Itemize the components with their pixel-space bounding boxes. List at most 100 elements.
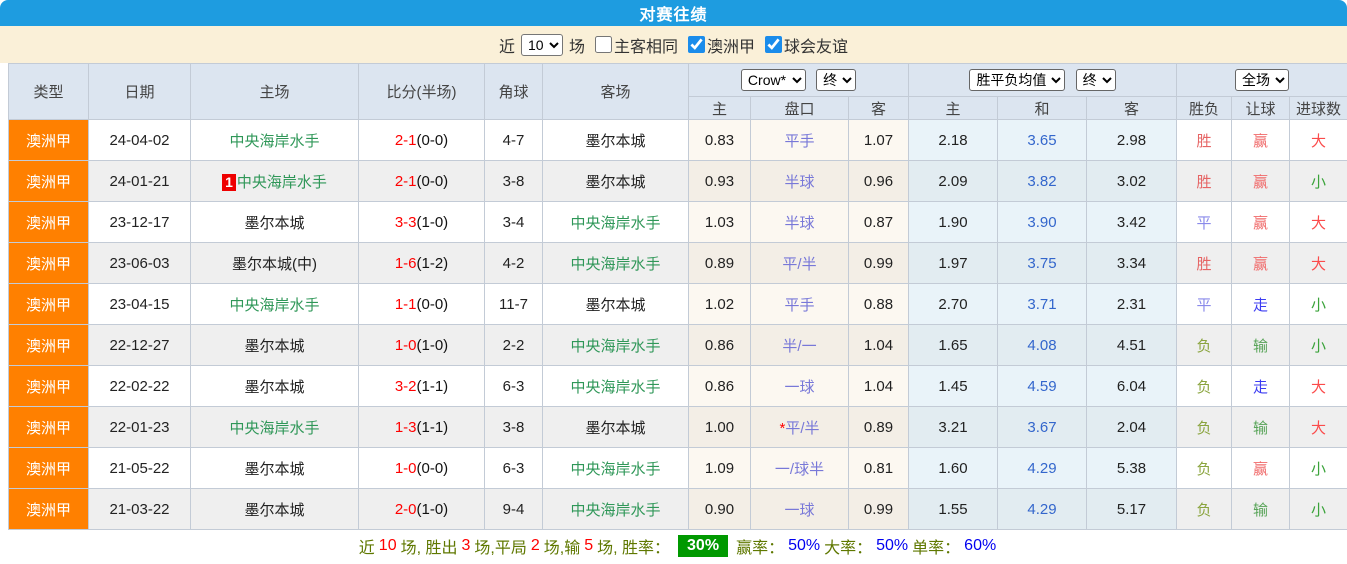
league-checkbox[interactable]: [688, 36, 705, 53]
scope-select[interactable]: 全场: [1235, 69, 1290, 91]
home-team-name: 墨尔本城: [244, 460, 305, 478]
goals-result: 小: [1289, 447, 1347, 489]
friendly-filter-group: 球会友谊: [761, 33, 848, 57]
head-to-head-table: 类型 日期 主场 比分(半场) 角球 客场 Crow* 终 胜平负均值 终: [8, 63, 1347, 530]
handicap-cell: 一/球半: [750, 447, 849, 489]
panel-title: 对赛往绩: [639, 7, 708, 24]
league-type-cell: 澳洲甲: [8, 119, 89, 161]
half-time-score: (0-0): [416, 295, 449, 313]
corner-count: 3-4: [484, 201, 543, 243]
handicap-result: 赢: [1231, 160, 1291, 202]
col-header-score: 比分(半场): [358, 63, 485, 120]
avg-home-odds: 1.65: [908, 324, 999, 366]
handicap-cell: 半球: [750, 160, 849, 202]
scope-group-header: 全场: [1176, 63, 1347, 97]
handicap-line: 一/球半: [774, 460, 825, 478]
avg-draw-odds: 3.82: [997, 160, 1088, 202]
match-date: 23-04-15: [88, 283, 191, 325]
avg-group-header: 胜平负均值 终: [908, 63, 1178, 97]
corner-count: 4-7: [484, 119, 543, 161]
same-venue-checkbox[interactable]: [594, 36, 612, 53]
sub-header-odds-away: 客: [847, 96, 910, 120]
match-date: 21-05-22: [88, 447, 191, 489]
handicap-cell: 半球: [750, 201, 849, 243]
handicap-result: 赢: [1231, 119, 1291, 161]
table-row: 澳洲甲 23-12-17 墨尔本城 3-3(1-0) 3-4 中央海岸水手 1.03 半球 0.…: [8, 201, 1347, 243]
score-cell: 1-0(1-0): [358, 324, 485, 366]
avg-home-odds: 1.60: [908, 447, 999, 489]
friendly-label: 球会友谊: [784, 38, 849, 56]
away-odds: 1.04: [847, 365, 910, 407]
friendly-checkbox[interactable]: [765, 36, 783, 53]
corner-count: 6-3: [484, 447, 543, 489]
handicap-result: 走: [1231, 283, 1291, 325]
handicap-result: 走: [1231, 365, 1291, 407]
sub-header-avg-home: 主: [908, 96, 999, 120]
handicap-line: 一球: [784, 378, 815, 396]
odds-company-select[interactable]: Crow*: [740, 69, 806, 91]
summary-draws-count: 2: [530, 537, 540, 554]
handicap-line: 平手: [784, 296, 815, 314]
full-time-score: 1-0: [394, 336, 417, 354]
summary-wins-count: 3: [461, 537, 471, 554]
odds-state-select[interactable]: 终: [816, 69, 857, 91]
handicap-cell: *平/半: [750, 406, 849, 448]
league-type-cell: 澳洲甲: [8, 365, 89, 407]
full-time-score: 2-1: [394, 131, 417, 149]
avg-draw-odds: 4.29: [997, 447, 1088, 489]
table-row: 澳洲甲 24-04-02 中央海岸水手 2-1(0-0) 4-7 墨尔本城 0.83 平手 1.…: [8, 119, 1347, 161]
avg-away-odds: 2.31: [1086, 283, 1178, 325]
avg-home-odds: 1.90: [908, 201, 999, 243]
half-time-score: (1-0): [416, 336, 449, 354]
home-odds: 0.86: [688, 324, 751, 366]
avg-type-select[interactable]: 胜平负均值: [969, 69, 1066, 91]
col-header-home: 主场: [190, 63, 359, 120]
away-team-cell: 中央海岸水手: [542, 488, 689, 530]
away-team-cell: 中央海岸水手: [542, 242, 689, 284]
score-cell: 1-6(1-2): [358, 242, 485, 284]
league-type-cell: 澳洲甲: [8, 406, 89, 448]
summary-handicaprate-label: 赢率：: [736, 540, 785, 557]
corner-count: 6-3: [484, 365, 543, 407]
away-odds: 1.07: [847, 119, 910, 161]
home-odds: 0.83: [688, 119, 751, 161]
home-team-name: 墨尔本城: [244, 214, 305, 232]
goals-result: 大: [1289, 119, 1347, 161]
avg-away-odds: 3.02: [1086, 160, 1178, 202]
handicap-line: 一球: [784, 501, 815, 519]
home-team-name: 中央海岸水手: [236, 173, 327, 191]
home-team-cell: 中央海岸水手: [190, 283, 359, 325]
league-label: 澳洲甲: [707, 38, 756, 56]
avg-state-select[interactable]: 终: [1075, 69, 1116, 91]
match-result: 负: [1176, 324, 1233, 366]
avg-draw-odds: 4.59: [997, 365, 1088, 407]
sub-header-handicap: 盘口: [750, 96, 849, 120]
corner-count: 11-7: [484, 283, 543, 325]
away-odds: 0.96: [847, 160, 910, 202]
goals-result: 大: [1289, 365, 1347, 407]
handicap-line: 半球: [784, 214, 815, 232]
same-venue-group: 主客相同: [591, 33, 678, 57]
sub-header-odds-home: 主: [688, 96, 751, 120]
home-team-cell: 1 中央海岸水手: [190, 160, 359, 202]
full-time-score: 3-2: [394, 377, 417, 395]
handicap-line: 平手: [784, 132, 815, 150]
handicap-result: 赢: [1231, 201, 1291, 243]
league-type-cell: 澳洲甲: [8, 201, 89, 243]
full-time-score: 1-6: [394, 254, 417, 272]
avg-home-odds: 3.21: [908, 406, 999, 448]
corner-count: 9-4: [484, 488, 543, 530]
match-result: 胜: [1176, 242, 1233, 284]
handicap-line: 平/半: [785, 419, 820, 437]
table-row: 澳洲甲 22-02-22 墨尔本城 3-2(1-1) 6-3 中央海岸水手 0.86 一球 1.…: [8, 365, 1347, 407]
home-team-name: 墨尔本城(中): [232, 255, 317, 273]
games-label: 场: [568, 38, 585, 56]
sub-header-avg-away: 客: [1086, 96, 1178, 120]
corner-count: 4-2: [484, 242, 543, 284]
away-odds: 0.87: [847, 201, 910, 243]
score-cell: 1-0(0-0): [358, 447, 485, 489]
match-count-select[interactable]: 10: [520, 33, 563, 56]
league-type-cell: 澳洲甲: [8, 447, 89, 489]
match-date: 21-03-22: [88, 488, 191, 530]
near-label: 近: [498, 38, 515, 56]
